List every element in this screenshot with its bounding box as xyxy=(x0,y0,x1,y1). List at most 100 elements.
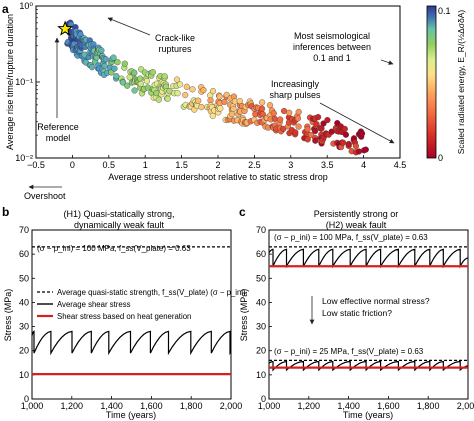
y-tick-label: 10⁻¹ xyxy=(15,77,33,87)
y-tick-label: 30 xyxy=(256,322,266,332)
y-tick-label: 10⁻² xyxy=(15,153,33,163)
panel-c-frame xyxy=(268,229,469,400)
y-tick-label: 70 xyxy=(19,225,29,235)
y-tick-label: 20 xyxy=(256,346,266,356)
panel-a-x-axis-label: Average stress undershoot relative to st… xyxy=(108,172,327,182)
scatter-point xyxy=(131,69,138,76)
x-tick-label: 2 xyxy=(215,160,220,170)
y-tick-label: 10⁰ xyxy=(19,1,33,11)
x-tick-label: 1,000 xyxy=(21,401,44,411)
arrow-seismo xyxy=(380,59,394,65)
annotation-pulses-line1: Increasingly xyxy=(271,79,320,89)
y-tick-label: 60 xyxy=(19,249,29,259)
annotation-overshoot: Overshoot xyxy=(24,191,66,201)
scatter-point xyxy=(121,60,128,67)
x-tick-label: 2.5 xyxy=(248,160,261,170)
x-tick-label: 0 xyxy=(70,160,75,170)
shear-stress-sawtooth xyxy=(268,248,469,269)
y-tick-label: 60 xyxy=(256,249,266,259)
colorbar xyxy=(426,5,437,159)
scatter-point xyxy=(259,111,266,118)
scatter-point xyxy=(221,98,228,105)
panel-b-y-ticks: 0 10 20 30 40 50 60 70 xyxy=(19,225,35,404)
scatter-point xyxy=(189,86,196,93)
y-tick-label: 10 xyxy=(19,370,29,380)
scatter-point xyxy=(230,105,237,112)
x-tick-label: 1,200 xyxy=(61,401,84,411)
scatter-point xyxy=(228,111,236,118)
panel-b-x-ticks: 1,000 1,200 1,400 1,600 1,800 2,000 xyxy=(21,396,243,411)
y-tick-label: 50 xyxy=(19,273,29,283)
scatter-point xyxy=(102,56,109,63)
panel-c: c Persistently strong or (H2) weak fault… xyxy=(239,205,474,420)
shear-stress-sawtooth xyxy=(268,360,469,372)
panel-b-parameter-text: (σ − p_ini) = 100 MPa, f_ss(V_plate) = 0… xyxy=(37,244,191,253)
scatter-point xyxy=(266,102,274,109)
scatter-point xyxy=(340,139,347,146)
legend-label-shear: Average shear stress xyxy=(57,300,131,309)
scatter-point xyxy=(182,91,189,99)
scatter-point xyxy=(324,117,331,124)
x-tick-label: 3 xyxy=(288,160,293,170)
scatter-point xyxy=(98,47,105,54)
scatter-point xyxy=(155,96,162,103)
panel-a: a −0.5 0 0.5 1 1.5 2 2.5 3 3.5 4 4.5 10⁰ 10⁻¹ 10⁻² A… xyxy=(2,1,466,201)
x-tick-label: 2,000 xyxy=(220,401,243,411)
y-tick-label: 50 xyxy=(256,273,266,283)
x-tick-label: 1,400 xyxy=(100,401,123,411)
panel-b-series xyxy=(31,246,232,376)
scatter-point xyxy=(176,81,184,88)
scatter-point xyxy=(216,93,223,100)
scatter-point xyxy=(149,69,156,76)
annotation-crack-line2: ruptures xyxy=(158,44,192,54)
panel-b-x-axis-label: Time (years) xyxy=(106,410,156,420)
x-tick-label: 4 xyxy=(361,160,366,170)
y-tick-label: 0 xyxy=(261,394,266,404)
annotation-crack-line1: Crack-like xyxy=(155,33,195,43)
x-tick-label: 4.5 xyxy=(394,160,407,170)
x-tick-label: 1,600 xyxy=(140,401,163,411)
panel-a-y-ticks: 10⁰ 10⁻¹ 10⁻² xyxy=(15,1,40,163)
scatter-point xyxy=(217,105,224,112)
legend-label-strength: Average quasi-static strength, f_ss(V_pl… xyxy=(57,288,246,297)
x-tick-label: 1.5 xyxy=(175,160,188,170)
annotation-seismo-line2: inferences between xyxy=(293,42,371,52)
scatter-point xyxy=(183,83,190,90)
panel-c-question-line1: Low effective normal stress? xyxy=(322,296,430,306)
panel-b-y-axis-label: Stress (MPa) xyxy=(3,289,13,342)
scatter-point xyxy=(345,140,352,148)
y-tick-label: 20 xyxy=(19,346,29,356)
scatter-point xyxy=(315,114,322,121)
x-tick-label: 1,600 xyxy=(377,401,400,411)
annotation-reference-line1: Reference xyxy=(37,122,79,132)
scatter-point xyxy=(258,105,266,112)
scatter-point xyxy=(355,148,362,155)
y-tick-label: 70 xyxy=(256,225,266,235)
scatter-point xyxy=(286,109,293,116)
scatter-point xyxy=(313,121,320,128)
annotation-seismo-line3: 0.1 and 1 xyxy=(313,53,351,63)
y-tick-label: 10 xyxy=(256,370,266,380)
panel-b-letter: b xyxy=(2,205,9,219)
x-tick-label: 2,000 xyxy=(457,401,474,411)
scatter-point xyxy=(173,76,181,83)
arrow-sharp-pulses xyxy=(319,102,395,144)
x-tick-label: −0.5 xyxy=(27,160,45,170)
panel-c-question-line2: Low static friction? xyxy=(322,308,392,318)
colorbar-tick-bottom: 0 xyxy=(438,153,443,163)
y-tick-label: 40 xyxy=(19,297,29,307)
reference-model-star-icon xyxy=(57,20,74,36)
scatter-point xyxy=(200,87,207,94)
y-tick-label: 40 xyxy=(256,297,266,307)
legend-label-heat: Shear stress based on heat generation xyxy=(57,312,191,321)
panel-c-y-axis-label: Stress (MPa) xyxy=(239,289,249,342)
scatter-point xyxy=(137,75,144,82)
scatter-point xyxy=(341,125,348,132)
x-tick-label: 1,400 xyxy=(337,401,360,411)
scatter-point xyxy=(359,130,366,137)
scatter-point xyxy=(362,146,369,153)
panel-a-letter: a xyxy=(2,2,9,16)
panel-a-y-axis-label: Average rise time/rupture duration xyxy=(5,14,15,150)
scatter-point xyxy=(271,115,278,122)
